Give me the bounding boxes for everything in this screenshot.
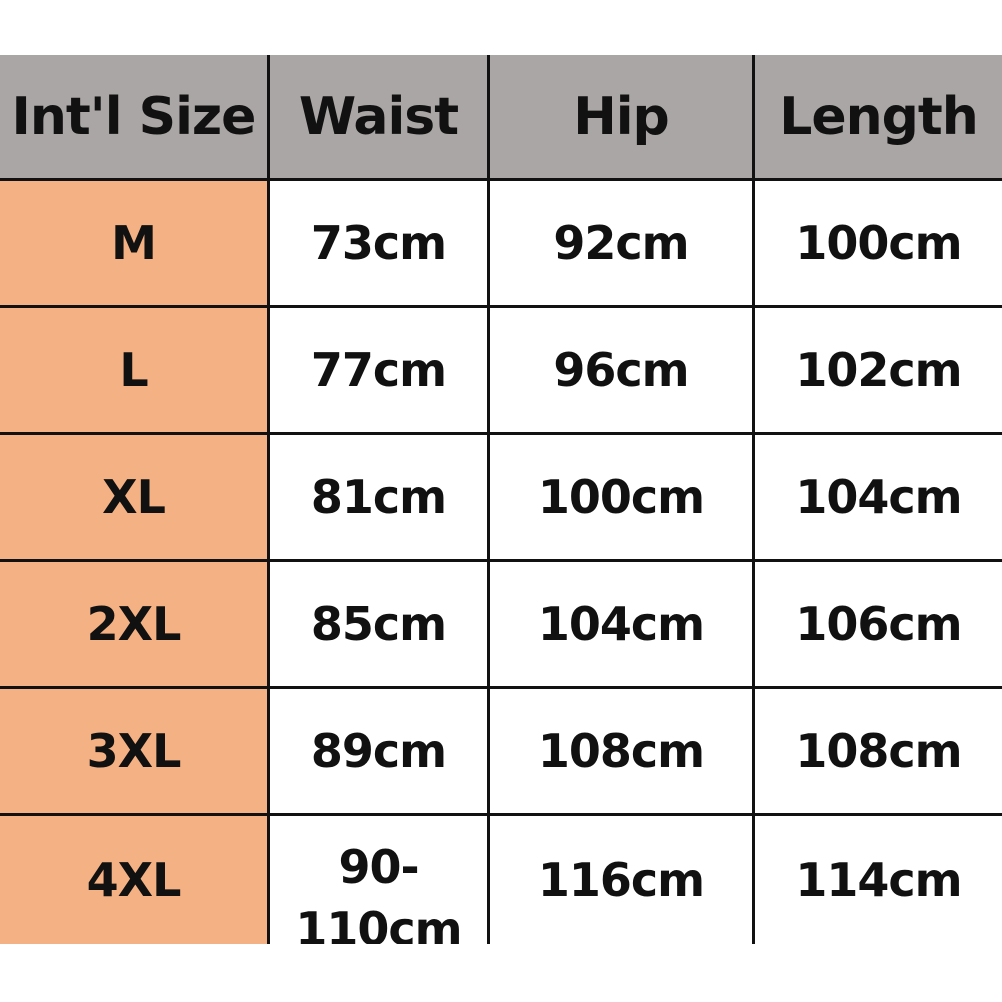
header-waist: Waist	[270, 55, 490, 181]
cell-size: 4XL	[0, 816, 270, 944]
cell-hip: 92cm	[490, 181, 755, 308]
cell-hip: 104cm	[490, 562, 755, 689]
cell-hip: 100cm	[490, 435, 755, 562]
size-chart-table: Int'l Size Waist Hip Length M 73cm 92cm 100cm L 7…	[0, 55, 1002, 944]
cell-waist: 85cm	[270, 562, 490, 689]
cell-size: 3XL	[0, 689, 270, 816]
cell-waist: 89cm	[270, 689, 490, 816]
cell-length: 104cm	[755, 435, 1002, 562]
cell-hip: 116cm	[490, 816, 755, 944]
header-length: Length	[755, 55, 1002, 181]
cell-waist: 73cm	[270, 181, 490, 308]
cell-hip: 96cm	[490, 308, 755, 435]
header-hip: Hip	[490, 55, 755, 181]
header-intl-size: Int'l Size	[0, 55, 270, 181]
cell-length: 106cm	[755, 562, 1002, 689]
cell-size: XL	[0, 435, 270, 562]
cell-length: 108cm	[755, 689, 1002, 816]
cell-waist: 81cm	[270, 435, 490, 562]
cell-waist: 90- 110cm	[270, 816, 490, 944]
cell-waist: 77cm	[270, 308, 490, 435]
cell-length: 100cm	[755, 181, 1002, 308]
cell-length: 102cm	[755, 308, 1002, 435]
cell-size: 2XL	[0, 562, 270, 689]
cell-hip: 108cm	[490, 689, 755, 816]
cell-size: L	[0, 308, 270, 435]
cell-size: M	[0, 181, 270, 308]
cell-length: 114cm	[755, 816, 1002, 944]
